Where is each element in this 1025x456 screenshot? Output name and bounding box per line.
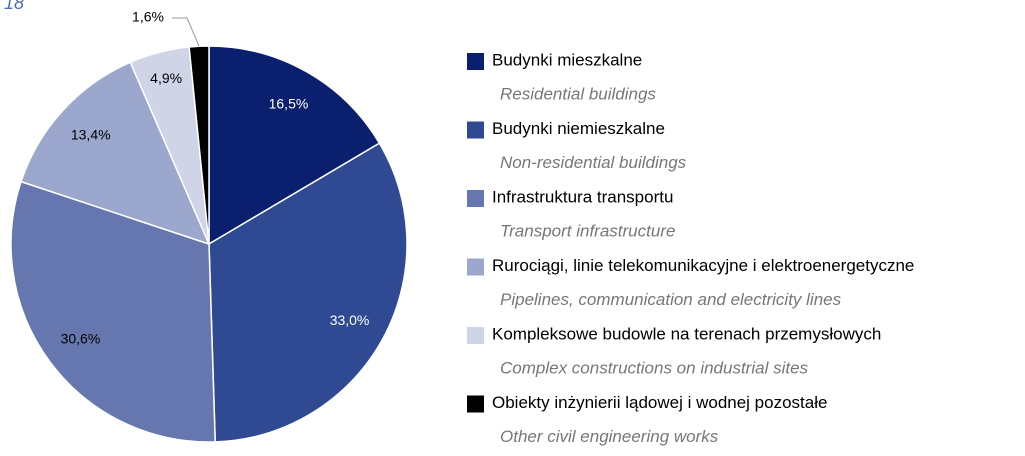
pie-slice <box>10 180 216 443</box>
legend-label: Budynki mieszkalne <box>492 50 642 69</box>
annotation: 18 <box>4 0 24 13</box>
legend-translation: Non-residential buildings <box>500 153 687 172</box>
legend-swatch <box>467 121 484 139</box>
legend-swatch <box>467 258 484 276</box>
legend-label: Obiekty inżynierii lądowej i wodnej pozo… <box>492 393 827 412</box>
legend-label: Rurociągi, linie telekomunikacyjne i ele… <box>492 256 914 275</box>
legend-translation: Complex constructions on industrial site… <box>500 358 809 377</box>
legend-swatch <box>467 395 484 413</box>
legend-label: Budynki niemieszkalne <box>492 119 665 138</box>
legend-swatch <box>467 190 484 207</box>
value-label: 1,6% <box>132 9 164 25</box>
pie-slice <box>208 45 381 246</box>
pie-slice <box>20 61 211 246</box>
legend-swatch <box>467 53 484 70</box>
value-label: 4,9% <box>150 70 182 86</box>
pie-slice <box>208 142 408 443</box>
legend-swatch <box>467 327 484 344</box>
value-label: 33,0% <box>330 312 370 328</box>
value-label: 13,4% <box>71 126 111 142</box>
legend-translation: Residential buildings <box>500 84 656 103</box>
legend-translation: Transport infrastructure <box>500 221 675 240</box>
leader-line <box>172 17 200 47</box>
legend-label: Infrastruktura transportu <box>492 187 673 206</box>
legend-translation: Pipelines, communication and electricity… <box>500 290 842 309</box>
legend-translation: Other civil engineering works <box>500 427 719 446</box>
value-label: 30,6% <box>61 331 101 347</box>
legend-label: Kompleksowe budowle na terenach przemysł… <box>492 324 881 343</box>
value-label: 16,5% <box>269 95 309 111</box>
